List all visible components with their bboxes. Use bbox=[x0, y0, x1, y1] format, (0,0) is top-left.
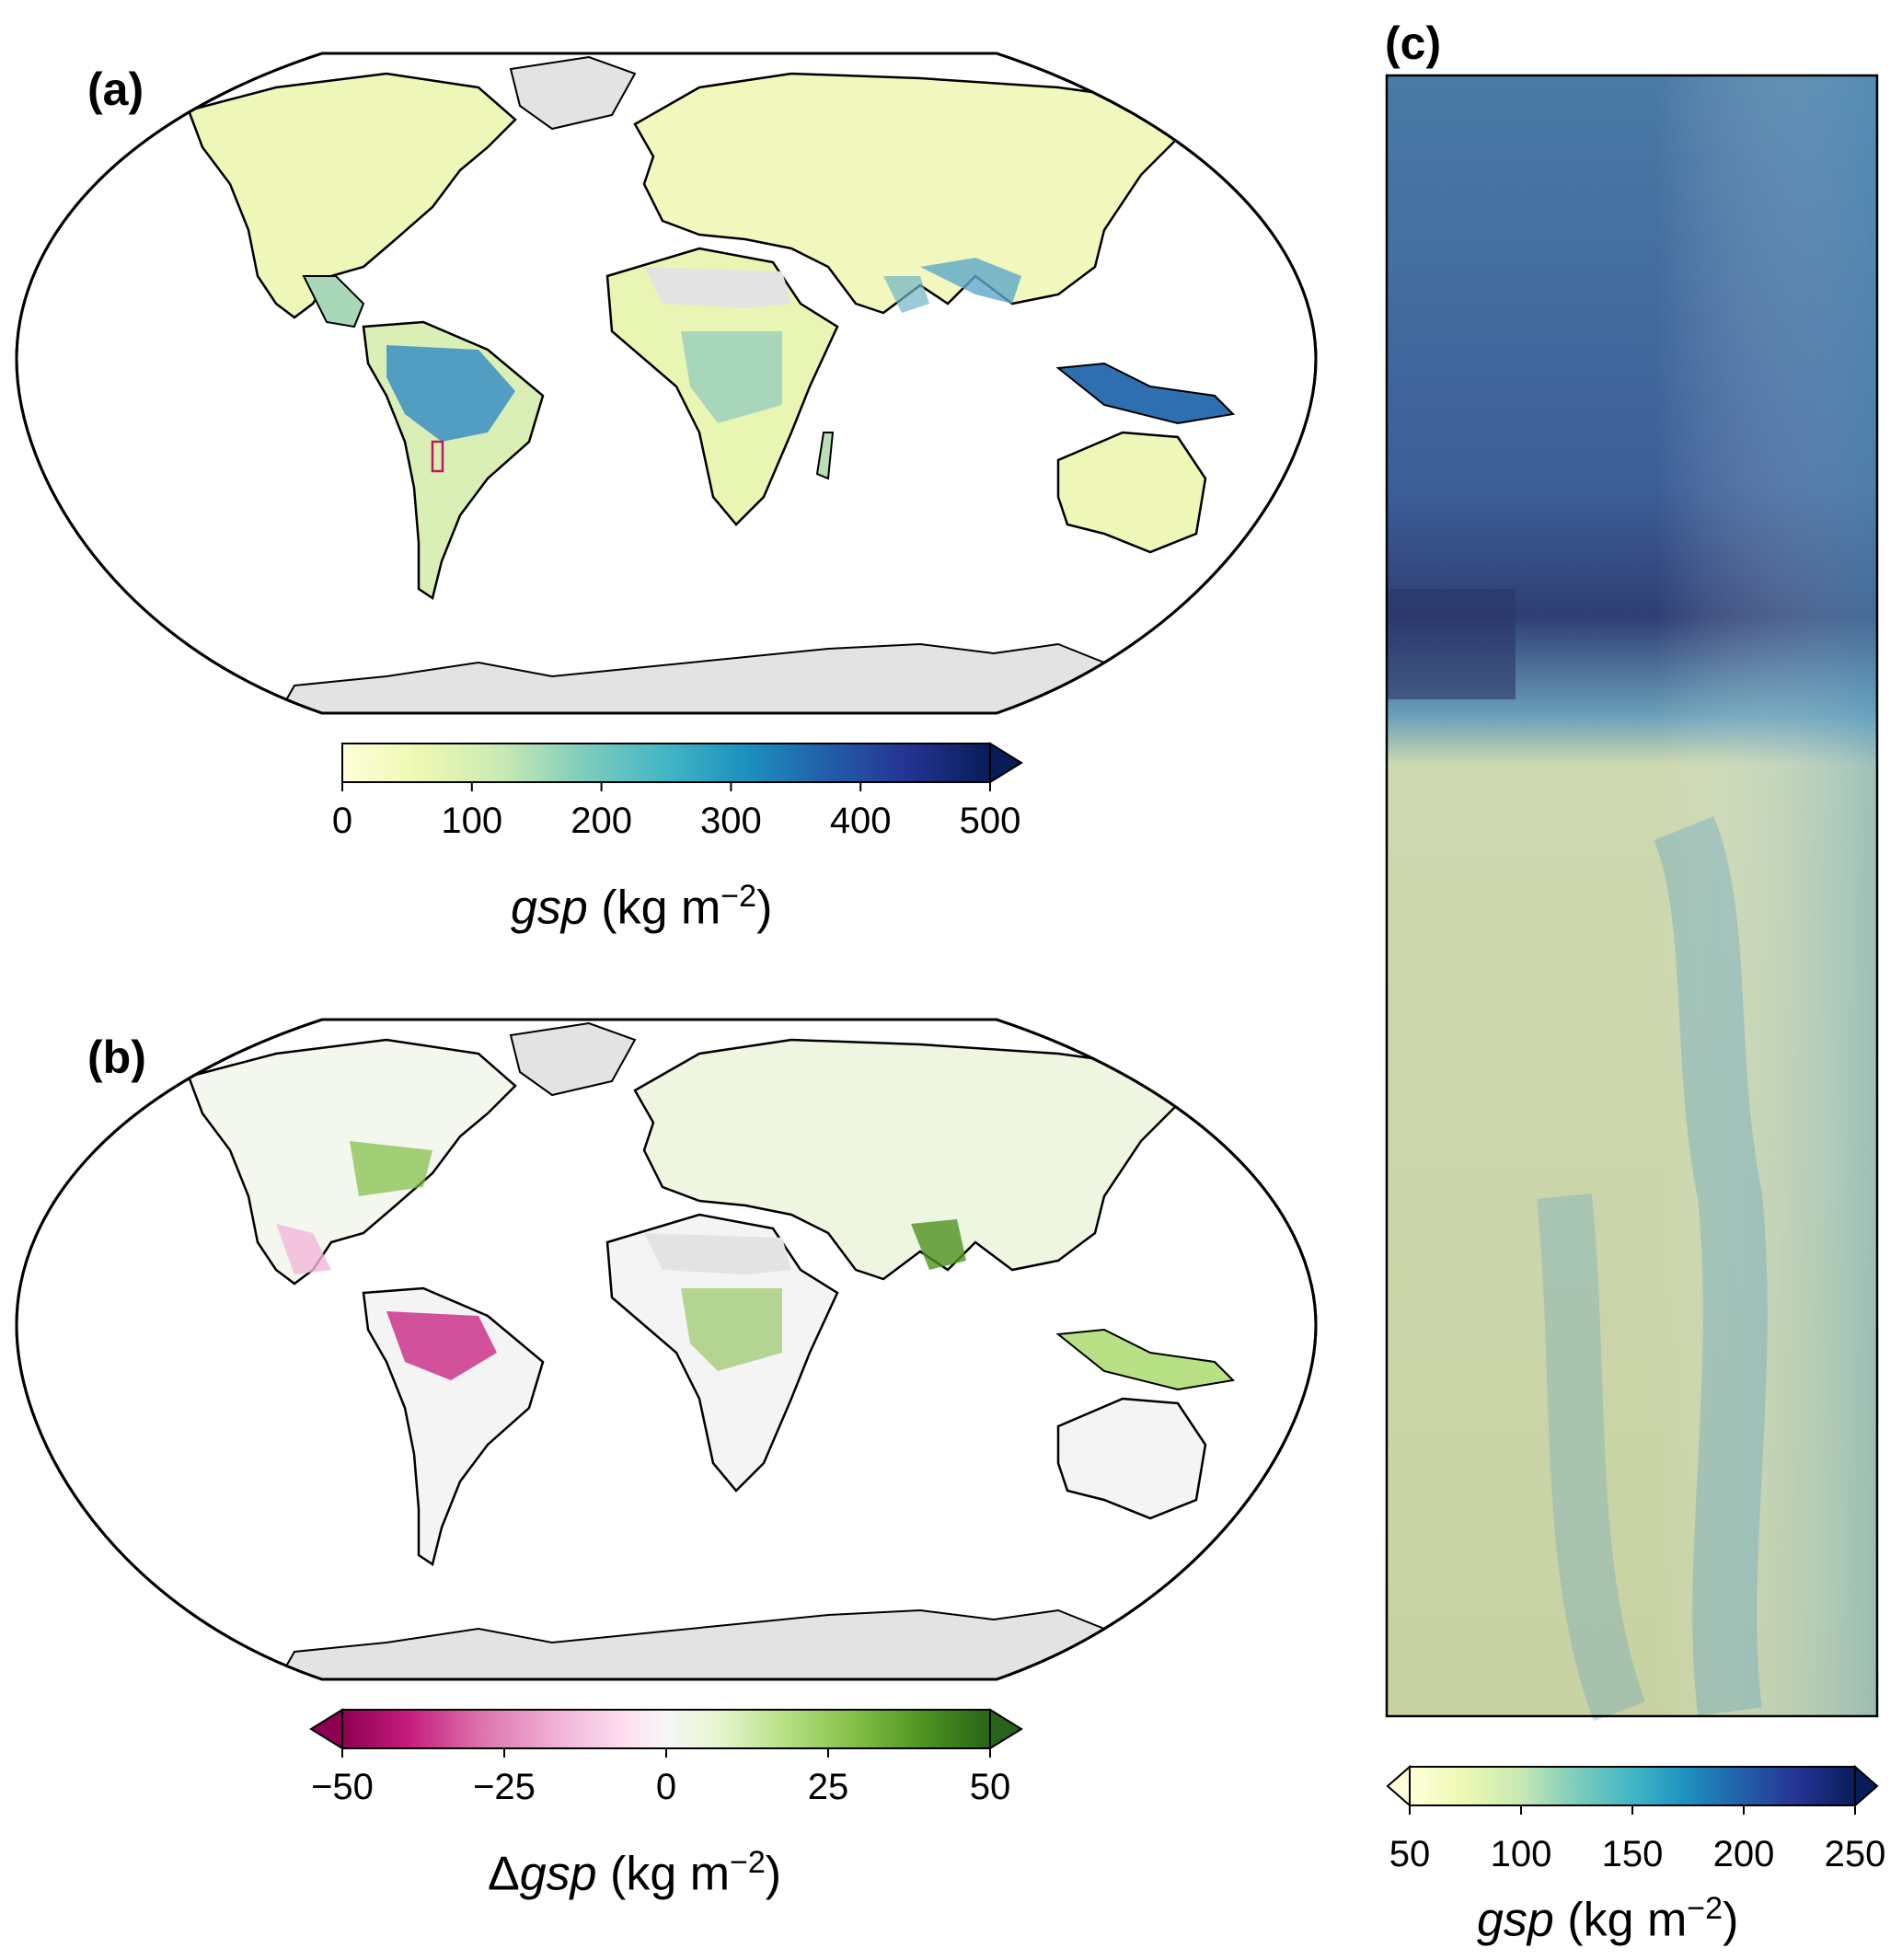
map-b bbox=[15, 1018, 1318, 1681]
colorbar-b bbox=[309, 1708, 1023, 1750]
colorbar-a-title-var: gsp bbox=[511, 881, 588, 935]
map-c-region bbox=[1385, 74, 1879, 1722]
map-a bbox=[15, 52, 1318, 715]
colorbar-b-title-unit: (kg m bbox=[610, 1847, 731, 1901]
colorbar-c-tick-label: 50 bbox=[1389, 1834, 1431, 1874]
colorbar-c-tick-label: 100 bbox=[1491, 1834, 1552, 1874]
panel-c-label: (c) bbox=[1385, 17, 1442, 69]
panel-b-label: (b) bbox=[87, 1032, 146, 1083]
colorbar-b-ticks: −50 −25 0 25 50 bbox=[311, 1748, 1010, 1807]
colorbar-b-tick-label: 0 bbox=[656, 1767, 676, 1807]
colorbar-c-tick-label: 250 bbox=[1825, 1834, 1886, 1874]
colorbar-b-title-exp: −2 bbox=[730, 1845, 766, 1880]
colorbar-b-title-close: ) bbox=[765, 1847, 782, 1901]
colorbar-c-title: gsp (kg m−2) bbox=[1477, 1891, 1738, 1947]
colorbar-a-tick-label: 300 bbox=[700, 801, 762, 841]
colorbar-a-tick-label: 200 bbox=[571, 801, 632, 841]
colorbar-c-ticks: 50 100 150 200 250 bbox=[1389, 1805, 1886, 1874]
colorbar-c-title-unit: (kg m bbox=[1567, 1893, 1688, 1947]
australia bbox=[1056, 431, 1207, 554]
colorbar-c-title-var: gsp bbox=[1477, 1893, 1554, 1947]
colorbar-a-title-close: ) bbox=[756, 881, 773, 935]
colorbar-b-tick-label: 25 bbox=[808, 1767, 849, 1807]
colorbar-a-tick-label: 100 bbox=[441, 801, 502, 841]
colorbar-a-tick-label: 500 bbox=[960, 801, 1021, 841]
study-region-box bbox=[431, 440, 444, 473]
colorbar-a-ticks: 0 100 200 300 400 500 bbox=[332, 782, 1021, 841]
colorbar-a-title-exp: −2 bbox=[720, 879, 757, 914]
colorbar-a bbox=[341, 742, 1023, 784]
colorbar-b-title-var: gsp bbox=[519, 1847, 597, 1901]
colorbar-c-title-exp: −2 bbox=[1687, 1891, 1723, 1926]
colorbar-a-tick-label: 0 bbox=[332, 801, 352, 841]
panel-a-label: (a) bbox=[87, 63, 144, 115]
colorbar-c-tick-label: 200 bbox=[1713, 1834, 1775, 1874]
colorbar-b-title-prefix: Δ bbox=[488, 1847, 520, 1901]
colorbar-a-tick-label: 400 bbox=[830, 801, 892, 841]
colorbar-c bbox=[1386, 1764, 1879, 1808]
greenland bbox=[509, 55, 637, 131]
colorbar-b-tick-label: −50 bbox=[311, 1767, 374, 1807]
colorbar-c-tick-label: 150 bbox=[1602, 1834, 1664, 1874]
colorbar-c-title-close: ) bbox=[1723, 1893, 1739, 1947]
colorbar-b-tick-label: 50 bbox=[970, 1767, 1011, 1807]
colorbar-a-title-unit: (kg m bbox=[601, 881, 721, 935]
colorbar-b-title: Δgsp (kg m−2) bbox=[488, 1845, 781, 1901]
colorbar-b-tick-label: −25 bbox=[473, 1767, 536, 1807]
colorbar-a-title: gsp (kg m−2) bbox=[511, 879, 772, 935]
north-america bbox=[187, 72, 517, 319]
